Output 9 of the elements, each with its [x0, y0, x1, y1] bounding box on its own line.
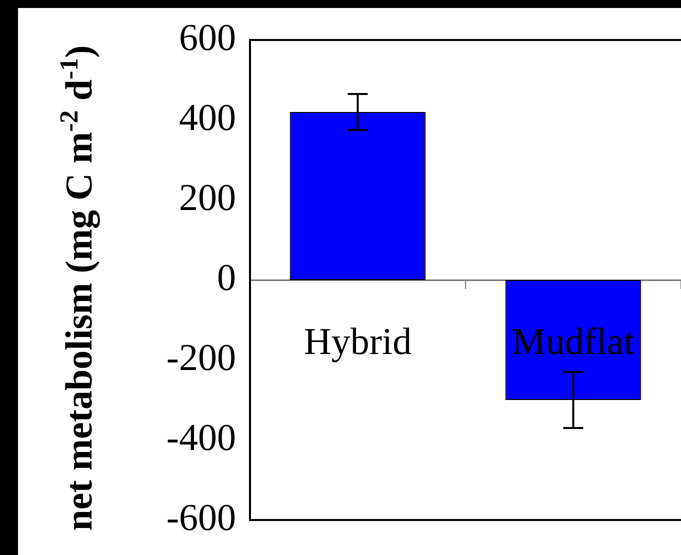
y-tick-label: 0 — [217, 256, 236, 299]
y-tick-label: 200 — [179, 176, 236, 219]
x-tick-label: Hybrid — [304, 320, 412, 363]
x-tick-label: Mudflat — [512, 320, 635, 363]
y-tick-label: -200 — [166, 336, 236, 379]
y-tick-label: 600 — [179, 16, 236, 59]
y-tick-label: 400 — [179, 96, 236, 139]
y-tick-label: -400 — [166, 416, 236, 459]
y-tick-label: -600 — [166, 496, 236, 539]
